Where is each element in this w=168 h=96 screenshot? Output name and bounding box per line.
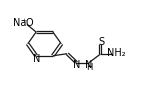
- Text: N: N: [73, 60, 80, 70]
- Text: O: O: [25, 18, 33, 28]
- Text: N: N: [85, 60, 93, 70]
- Text: +: +: [21, 18, 27, 23]
- Text: N: N: [33, 54, 40, 64]
- Text: H: H: [86, 63, 92, 72]
- Text: NH₂: NH₂: [107, 48, 126, 58]
- Text: S: S: [99, 37, 105, 47]
- Text: Na: Na: [13, 18, 27, 28]
